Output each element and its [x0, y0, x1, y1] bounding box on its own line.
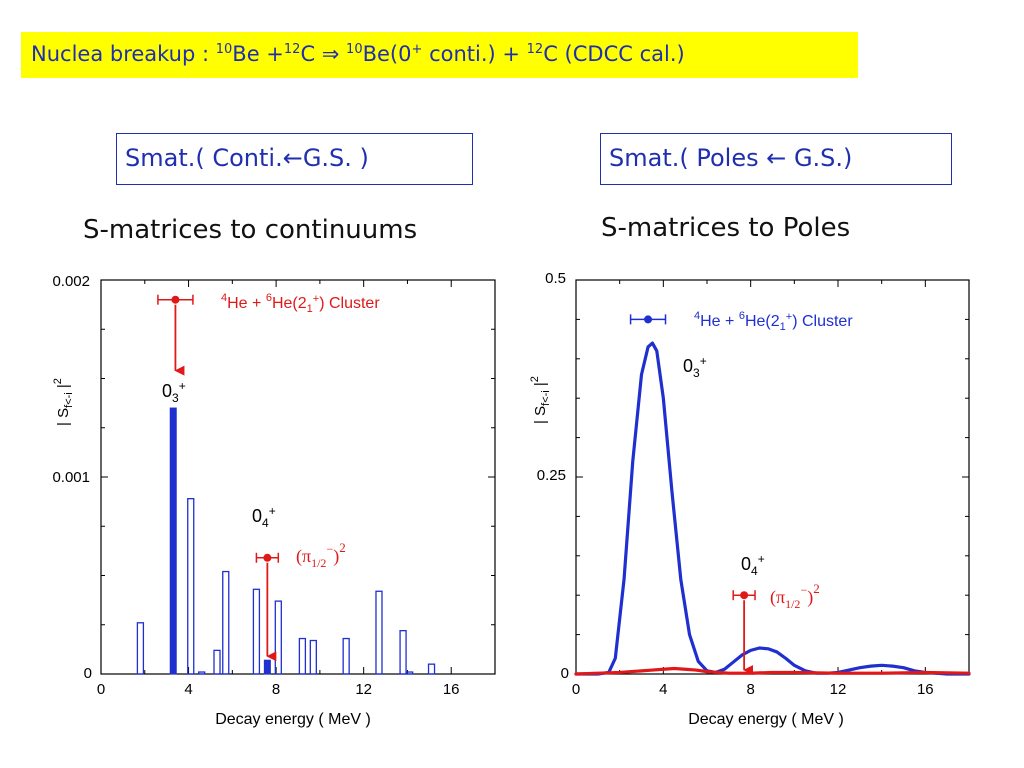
right-state-03: 03+ — [683, 354, 707, 380]
title-part: Nuclea breakup : — [31, 42, 216, 66]
left-xtick-4: 16 — [443, 681, 460, 698]
right-xtick-1: 4 — [659, 681, 667, 698]
bar — [222, 570, 230, 675]
bar — [252, 588, 261, 675]
title-part: C ⇒ — [300, 42, 347, 66]
right-ytick-2: 0.5 — [545, 270, 566, 287]
bar — [213, 649, 221, 675]
right-xtick-0: 0 — [572, 681, 580, 698]
right-ytick-1: 0.25 — [537, 467, 566, 484]
title-sup: 12 — [283, 42, 301, 57]
series-line-red — [574, 666, 971, 676]
bar — [274, 600, 282, 675]
right-xtick-3: 12 — [830, 681, 847, 698]
left-subheading: S-matrices to continuums — [83, 215, 418, 245]
left-markers — [157, 294, 280, 662]
left-xtick-3: 12 — [355, 681, 372, 698]
right-cluster-label: 4He + 6He(21+) Cluster — [694, 310, 853, 333]
bar — [169, 407, 177, 675]
left-chart: 0 0.001 0.002 0 4 8 12 16 Decay energy (… — [52, 273, 496, 728]
bar — [375, 590, 383, 675]
left-state-04: 04+ — [252, 504, 276, 530]
right-chart: 0 0.25 0.5 0 4 8 12 16 Decay energy ( Me… — [529, 270, 971, 728]
bar — [298, 637, 307, 675]
left-xlabel: Decay energy ( MeV ) — [215, 711, 371, 728]
bar — [136, 622, 145, 675]
title-sup: 12 — [526, 42, 544, 57]
title-sup: 10 — [346, 42, 363, 57]
left-xtick-2: 8 — [272, 681, 280, 698]
left-pi-label: (π1/2−)2 — [296, 540, 346, 570]
left-bars — [136, 407, 436, 675]
right-ylabel: | Sf<-i |2 — [529, 376, 552, 424]
right-ticks — [575, 279, 970, 675]
right-ytick-0: 0 — [561, 665, 569, 682]
left-ytick-1: 0.001 — [52, 469, 90, 486]
right-marker-1-point — [740, 591, 749, 600]
bar — [187, 498, 195, 675]
bar — [309, 639, 317, 675]
left-state-03: 03+ — [162, 379, 186, 405]
right-xtick-4: 16 — [917, 681, 934, 698]
left-marker-0-point — [171, 295, 180, 304]
right-marker-0-point — [644, 315, 653, 324]
left-ticks — [100, 279, 496, 675]
right-subheading: S-matrices to Poles — [601, 213, 851, 243]
left-ytick-0: 0 — [84, 665, 92, 682]
right-plot-frame — [575, 279, 970, 675]
left-box-label: Smat.( Conti.←G.S. ) — [116, 133, 473, 185]
bar — [427, 663, 436, 675]
slide-title: Nuclea breakup : 10Be +12C ⇒ 10Be(0+ con… — [31, 42, 685, 66]
right-pi-label: (π1/2−)2 — [770, 581, 820, 611]
left-ylabel: | Sf<-i |2 — [52, 378, 75, 426]
title-part: Be + — [232, 42, 284, 66]
left-plot-frame — [100, 279, 496, 675]
right-markers — [629, 314, 756, 676]
left-marker-1-point — [263, 553, 272, 562]
bar — [198, 671, 206, 675]
left-xtick-0: 0 — [97, 681, 105, 698]
right-lines — [574, 341, 971, 676]
right-state-04: 04+ — [741, 552, 765, 578]
left-ytick-2: 0.002 — [52, 273, 90, 290]
title-part: conti.) + — [422, 42, 527, 66]
left-xtick-1: 4 — [184, 681, 192, 698]
title-part: Be(0 — [362, 42, 412, 66]
title-banner: Nuclea breakup : 10Be +12C ⇒ 10Be(0+ con… — [21, 32, 858, 78]
right-xtick-2: 8 — [747, 681, 755, 698]
right-xlabel: Decay energy ( MeV ) — [688, 711, 844, 728]
series-line-blue — [574, 341, 971, 676]
left-cluster-label: 4He + 6He(21+) Cluster — [221, 292, 380, 315]
title-sup: + — [411, 42, 423, 57]
title-sup: 10 — [215, 42, 233, 57]
bar — [263, 659, 271, 675]
bar — [399, 630, 407, 675]
bar — [405, 671, 414, 675]
right-box-label: Smat.( Poles ← G.S.) — [600, 133, 952, 185]
bar — [342, 637, 350, 675]
title-part: C (CDCC cal.) — [543, 42, 685, 66]
